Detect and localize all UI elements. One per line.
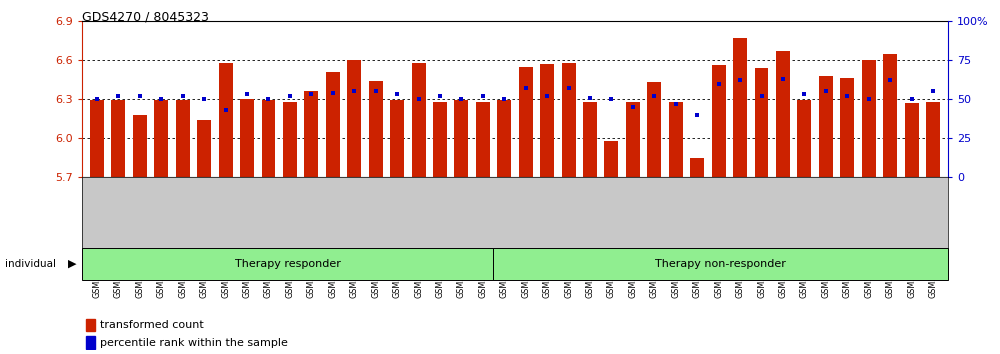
Bar (326, 72, 340, 177)
Bar (283, 102, 297, 177)
Bar (412, 63, 426, 177)
Bar (111, 101, 125, 177)
Text: GDS4270 / 8045323: GDS4270 / 8045323 (82, 11, 209, 24)
Bar (154, 101, 168, 177)
Bar (86, 319, 95, 331)
Bar (669, 102, 683, 177)
Text: percentile rank within the sample: percentile rank within the sample (100, 338, 287, 348)
Bar (690, 158, 704, 177)
Bar (90, 101, 104, 177)
Text: Therapy responder: Therapy responder (235, 259, 341, 269)
Bar (519, 67, 533, 177)
Bar (133, 115, 147, 177)
Bar (86, 336, 95, 349)
Bar (647, 82, 661, 177)
Bar (755, 68, 768, 177)
Bar (262, 101, 275, 177)
Bar (476, 102, 490, 177)
Bar (583, 102, 597, 177)
Bar (347, 60, 361, 177)
Bar (197, 120, 211, 177)
Bar (540, 64, 554, 177)
Bar (493, 248, 948, 280)
Bar (454, 101, 468, 177)
Bar (905, 103, 919, 177)
Bar (712, 65, 726, 177)
Bar (176, 101, 190, 177)
Text: individual: individual (5, 259, 56, 269)
Bar (433, 102, 447, 177)
Bar (926, 102, 940, 177)
Bar (390, 101, 404, 177)
Bar (797, 101, 811, 177)
Bar (497, 101, 511, 177)
Text: transformed count: transformed count (100, 320, 203, 330)
Text: ▶: ▶ (68, 259, 76, 269)
Bar (883, 54, 897, 177)
Bar (562, 63, 576, 177)
Bar (819, 76, 833, 177)
Bar (82, 248, 493, 280)
Bar (776, 51, 790, 177)
Text: Therapy non-responder: Therapy non-responder (655, 259, 786, 269)
Bar (733, 38, 747, 177)
Bar (369, 81, 383, 177)
Bar (862, 60, 876, 177)
Bar (240, 99, 254, 177)
Bar (304, 91, 318, 177)
Bar (840, 78, 854, 177)
Bar (626, 102, 640, 177)
Bar (604, 141, 618, 177)
Bar (219, 63, 233, 177)
